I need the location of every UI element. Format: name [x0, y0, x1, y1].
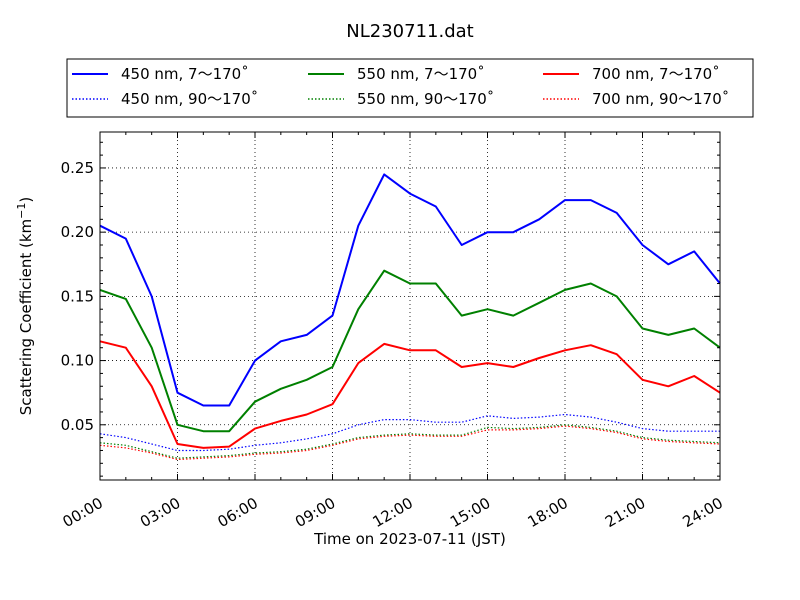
y-tick-labels: 0.05 0.10 0.15 0.20 0.25 — [61, 159, 94, 434]
legend-label: 700 nm, 7～170˚ — [592, 65, 720, 83]
x-tick-label: 24:00 — [680, 494, 726, 531]
y-axis-label-main: Scattering Coefficient (km — [17, 219, 35, 415]
y-tick-label: 0.10 — [61, 352, 94, 370]
y-axis-label-exponent: −1 — [15, 203, 28, 219]
series-line-5 — [99, 340, 721, 449]
plot-frame — [99, 131, 721, 481]
legend-label: 450 nm, 7～170˚ — [121, 65, 249, 83]
x-tick-label: 18:00 — [525, 494, 571, 531]
x-tick-label: 03:00 — [137, 494, 183, 531]
legend-box — [66, 58, 754, 118]
y-axis-label: Scattering Coefficient (km−1) — [15, 197, 35, 416]
y-axis-label-close: ) — [17, 197, 35, 203]
series-group — [99, 173, 721, 461]
legend-label: 450 nm, 90～170˚ — [121, 90, 258, 108]
legend-label: 550 nm, 90～170˚ — [357, 90, 494, 108]
x-tick-labels: 00:00 03:00 06:00 09:00 12:00 15:00 18:00 21:00… — [60, 494, 726, 531]
y-tick-label: 0.20 — [61, 223, 94, 241]
legend-label: 700 nm, 90～170˚ — [592, 90, 729, 108]
x-tick-label: 06:00 — [215, 494, 261, 531]
series-line-3 — [99, 269, 721, 433]
plot-area — [100, 132, 720, 480]
series-line-4 — [99, 424, 721, 459]
x-axis-label: Time on 2023-07-11 (JST) — [313, 530, 506, 548]
x-tick-label: 15:00 — [447, 494, 493, 531]
y-tick-label: 0.15 — [61, 287, 94, 305]
x-tick-label: 09:00 — [292, 494, 338, 531]
x-tick-label: 21:00 — [602, 494, 648, 531]
x-tick-label: 00:00 — [60, 494, 106, 531]
series-line-2 — [99, 413, 720, 452]
legend: 450 nm, 7～170˚ 450 nm, 90～170˚ 550 nm, 7～1… — [66, 58, 754, 118]
y-tick-label: 0.25 — [61, 159, 94, 177]
x-tick-label: 12:00 — [370, 494, 416, 531]
series-line-1 — [99, 173, 721, 407]
y-tick-label: 0.05 — [61, 416, 94, 434]
chart-title: NL230711.dat — [346, 21, 473, 42]
legend-label: 550 nm, 7～170˚ — [357, 65, 485, 83]
